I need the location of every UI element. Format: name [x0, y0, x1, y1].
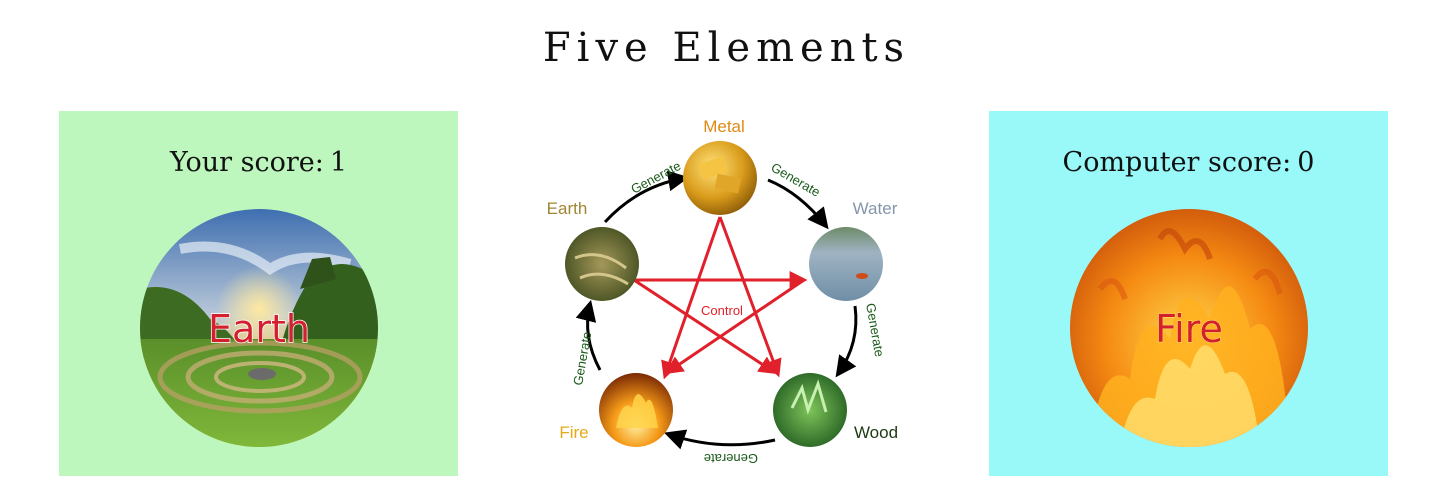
computer-panel: Computer score: 0 Fire: [989, 111, 1388, 476]
element-label-wood: Wood: [854, 423, 898, 442]
control-arrow-wood-earth: [665, 278, 805, 375]
five-elements-diagram: Metal Water Wood Fire Earth Generate Gen…: [530, 108, 920, 470]
generate-label-wood-fire: Generate: [704, 451, 758, 466]
generate-arrow-earth-metal: [603, 170, 690, 224]
computer-score: Computer score: 0: [989, 143, 1388, 183]
generate-label-metal-water: Generate: [769, 160, 823, 200]
control-arrow-fire-metal: [633, 278, 778, 374]
player-score-value: 1: [329, 147, 347, 178]
control-arrow-water-fire: [718, 216, 782, 378]
generate-label-water-wood: Generate: [863, 302, 887, 358]
generate-arrow-fire-earth: [575, 299, 602, 371]
generate-arrow-wood-fire: [664, 429, 776, 450]
generate-arrow-water-wood: [835, 305, 858, 378]
element-wood-image: [773, 373, 847, 447]
element-earth-image: [565, 227, 639, 301]
generate-label-earth-metal: Generate: [628, 158, 683, 197]
element-water-image: [809, 227, 883, 301]
control-label: Control: [701, 303, 743, 318]
player-choice-earth-image: Earth: [140, 209, 378, 447]
player-score: Your score: 1: [59, 143, 458, 183]
generate-label-fire-earth: Generate: [570, 331, 594, 387]
player-choice-label: Earth: [208, 307, 310, 351]
element-label-fire: Fire: [559, 423, 588, 442]
computer-score-label: Computer score:: [1062, 147, 1292, 178]
control-arrow-metal-wood: [661, 216, 722, 380]
computer-choice-fire-image: Fire: [1070, 209, 1308, 447]
page-title: Five Elements: [542, 25, 911, 71]
computer-choice-label: Fire: [1155, 307, 1223, 351]
computer-score-value: 0: [1297, 147, 1315, 178]
element-label-metal: Metal: [703, 117, 745, 136]
player-score-label: Your score:: [169, 147, 324, 178]
player-panel: Your score: 1: [59, 111, 458, 476]
element-label-earth: Earth: [547, 199, 588, 218]
generate-arrow-metal-water: [767, 178, 829, 230]
element-label-water: Water: [853, 199, 898, 218]
